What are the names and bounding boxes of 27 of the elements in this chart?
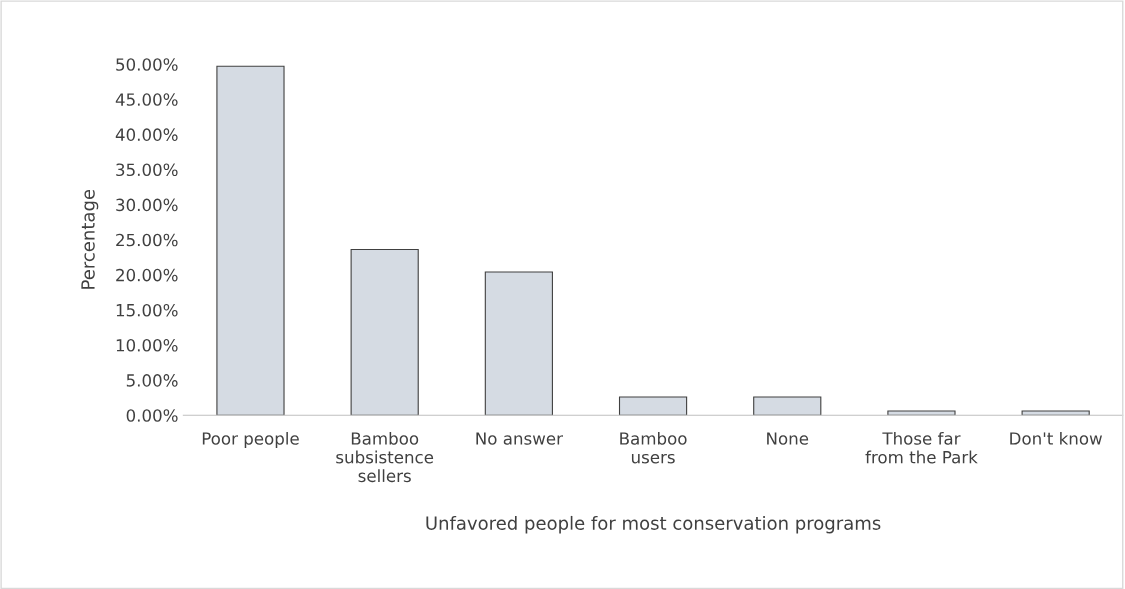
y-tick-label: 50.00% bbox=[116, 58, 178, 71]
bar bbox=[753, 396, 822, 416]
bar bbox=[1021, 410, 1090, 416]
y-tick-label: 25.00% bbox=[116, 233, 178, 247]
y-axis-title: Percentage bbox=[81, 189, 99, 289]
y-tick-label: 40.00% bbox=[115, 128, 178, 141]
bar bbox=[216, 65, 285, 416]
y-tick-label: 45.00% bbox=[115, 93, 178, 106]
x-tick-label: Bamboo subsistence sellers bbox=[336, 431, 434, 483]
x-tick-label: None bbox=[767, 432, 809, 445]
bar bbox=[618, 396, 688, 416]
x-axis-title: Unfavored people for most conservation programs bbox=[426, 515, 881, 534]
y-tick-label: 0.00% bbox=[126, 409, 178, 422]
y-tick-label: 15.00% bbox=[116, 303, 178, 317]
x-tick-label: No answer bbox=[476, 432, 563, 445]
bar bbox=[350, 248, 419, 416]
y-tick-label: 5.00% bbox=[126, 374, 178, 387]
bar bbox=[484, 271, 553, 416]
y-tick-label: 10.00% bbox=[116, 339, 178, 352]
y-tick-label: 30.00% bbox=[116, 198, 178, 212]
x-tick-label: Bamboo users bbox=[620, 431, 687, 464]
x-tick-label: Poor people bbox=[202, 431, 299, 449]
x-tick-label: Those far from the Park bbox=[865, 431, 978, 464]
x-tick-label: Don't know bbox=[1010, 431, 1102, 445]
y-tick-label: 35.00% bbox=[116, 163, 178, 177]
bar bbox=[887, 410, 956, 416]
y-tick-label: 20.00% bbox=[116, 268, 178, 282]
